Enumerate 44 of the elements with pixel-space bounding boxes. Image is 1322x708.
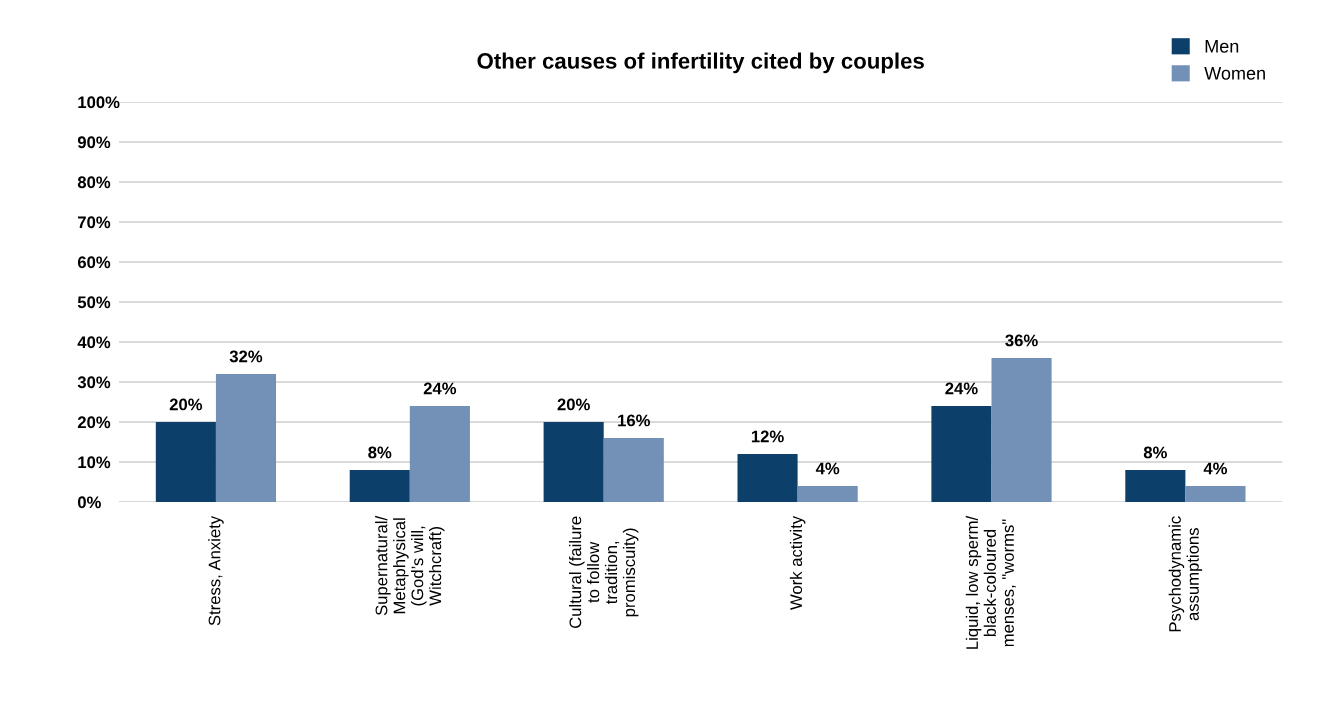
data-label: 20%	[169, 398, 203, 411]
bar	[215, 373, 277, 502]
legend-label: Women	[1204, 67, 1265, 80]
x-tick-label: Psychodynamic assumptions	[1168, 516, 1203, 632]
bar	[991, 357, 1052, 502]
bar	[543, 421, 604, 502]
y-tick-label: 10%	[78, 456, 111, 469]
y-tick-label: 0%	[77, 496, 101, 509]
bar	[603, 437, 664, 502]
y-tick-label: 90%	[77, 136, 111, 149]
y-tick-label: 50%	[77, 296, 111, 309]
y-tick-label: 70%	[78, 216, 111, 229]
bar	[797, 485, 858, 502]
y-tick-label: 60%	[77, 256, 111, 269]
data-label: 12%	[751, 430, 784, 443]
data-label: 36%	[1005, 334, 1038, 347]
chart-title: Other causes of infertility cited by couples	[477, 52, 924, 74]
y-tick-label: 80%	[77, 176, 111, 189]
x-tick-label: Stress, Anxiety	[208, 515, 224, 626]
bar	[1125, 469, 1186, 502]
y-tick-label: 20%	[77, 416, 111, 429]
x-tick-label: Work activity	[789, 515, 806, 610]
x-tick-label: Supernatural/ Metaphysical (God’s will, Witchcraft)	[375, 515, 445, 616]
data-label: 8%	[1143, 446, 1167, 459]
bar	[737, 453, 798, 502]
data-label: 32%	[229, 350, 263, 363]
data-label: 24%	[423, 382, 457, 395]
bar	[409, 405, 470, 502]
bar	[349, 469, 410, 502]
y-tick-label: 30%	[77, 376, 111, 389]
data-label: 24%	[945, 382, 978, 395]
data-label: 20%	[557, 398, 590, 411]
data-label: 8%	[368, 446, 392, 459]
bar	[931, 405, 992, 502]
y-tick-label: 100%	[78, 96, 120, 109]
data-label: 4%	[1203, 462, 1228, 475]
bar	[155, 421, 216, 502]
data-label: 4%	[815, 462, 840, 475]
data-label: 16%	[618, 414, 651, 427]
bar	[1185, 485, 1246, 502]
x-tick-label: Cultural (failure to follow tradition, promiscuity)	[569, 516, 639, 629]
legend-label: Men	[1205, 40, 1239, 53]
y-tick-label: 40%	[77, 336, 111, 349]
x-tick-label: Liquid, low sperm/ black-coloured menses, "worms"	[965, 515, 1016, 649]
